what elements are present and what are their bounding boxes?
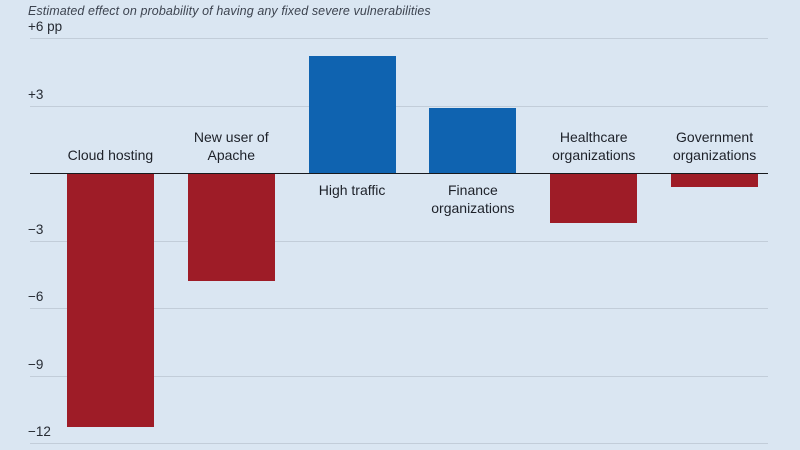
bar-cloud-hosting [66,174,154,428]
y-tick-label-6: +6 pp [28,19,63,34]
bar-label-government-organizations: Government organizations [672,128,757,163]
y-tick-label--3: −3 [28,221,44,237]
y-tick-label-3: +3 [28,86,44,102]
gridline--6 [30,308,768,309]
bar-high-traffic [308,56,396,173]
zero-baseline [30,172,768,174]
bar-label-finance-organizations: Finance organizations [431,182,515,217]
chart-title: Estimated effect on probability of havin… [28,4,431,18]
bar-government-organizations [671,174,759,187]
bar-label-cloud-hosting: Cloud hosting [67,146,154,163]
bar-label-high-traffic: High traffic [318,182,386,198]
gridline--3 [30,240,768,242]
bar-label-healthcare-organizations: Healthcare organizations [552,128,636,163]
y-tick-label--6: −6 [28,289,44,304]
gridline--9 [30,375,768,377]
bar-finance-organizations [429,107,517,173]
gridline-3 [30,105,768,107]
bar-healthcare-organizations [550,174,638,223]
bar-label-new-user-of-apache: New user of Apache [193,128,269,163]
gridline--12 [30,443,768,444]
y-tick-label--9: −9 [28,356,44,372]
gridline-6 [30,38,768,39]
y-tick-label--12: −12 [28,424,51,439]
bar-new-user-of-apache [187,174,275,281]
